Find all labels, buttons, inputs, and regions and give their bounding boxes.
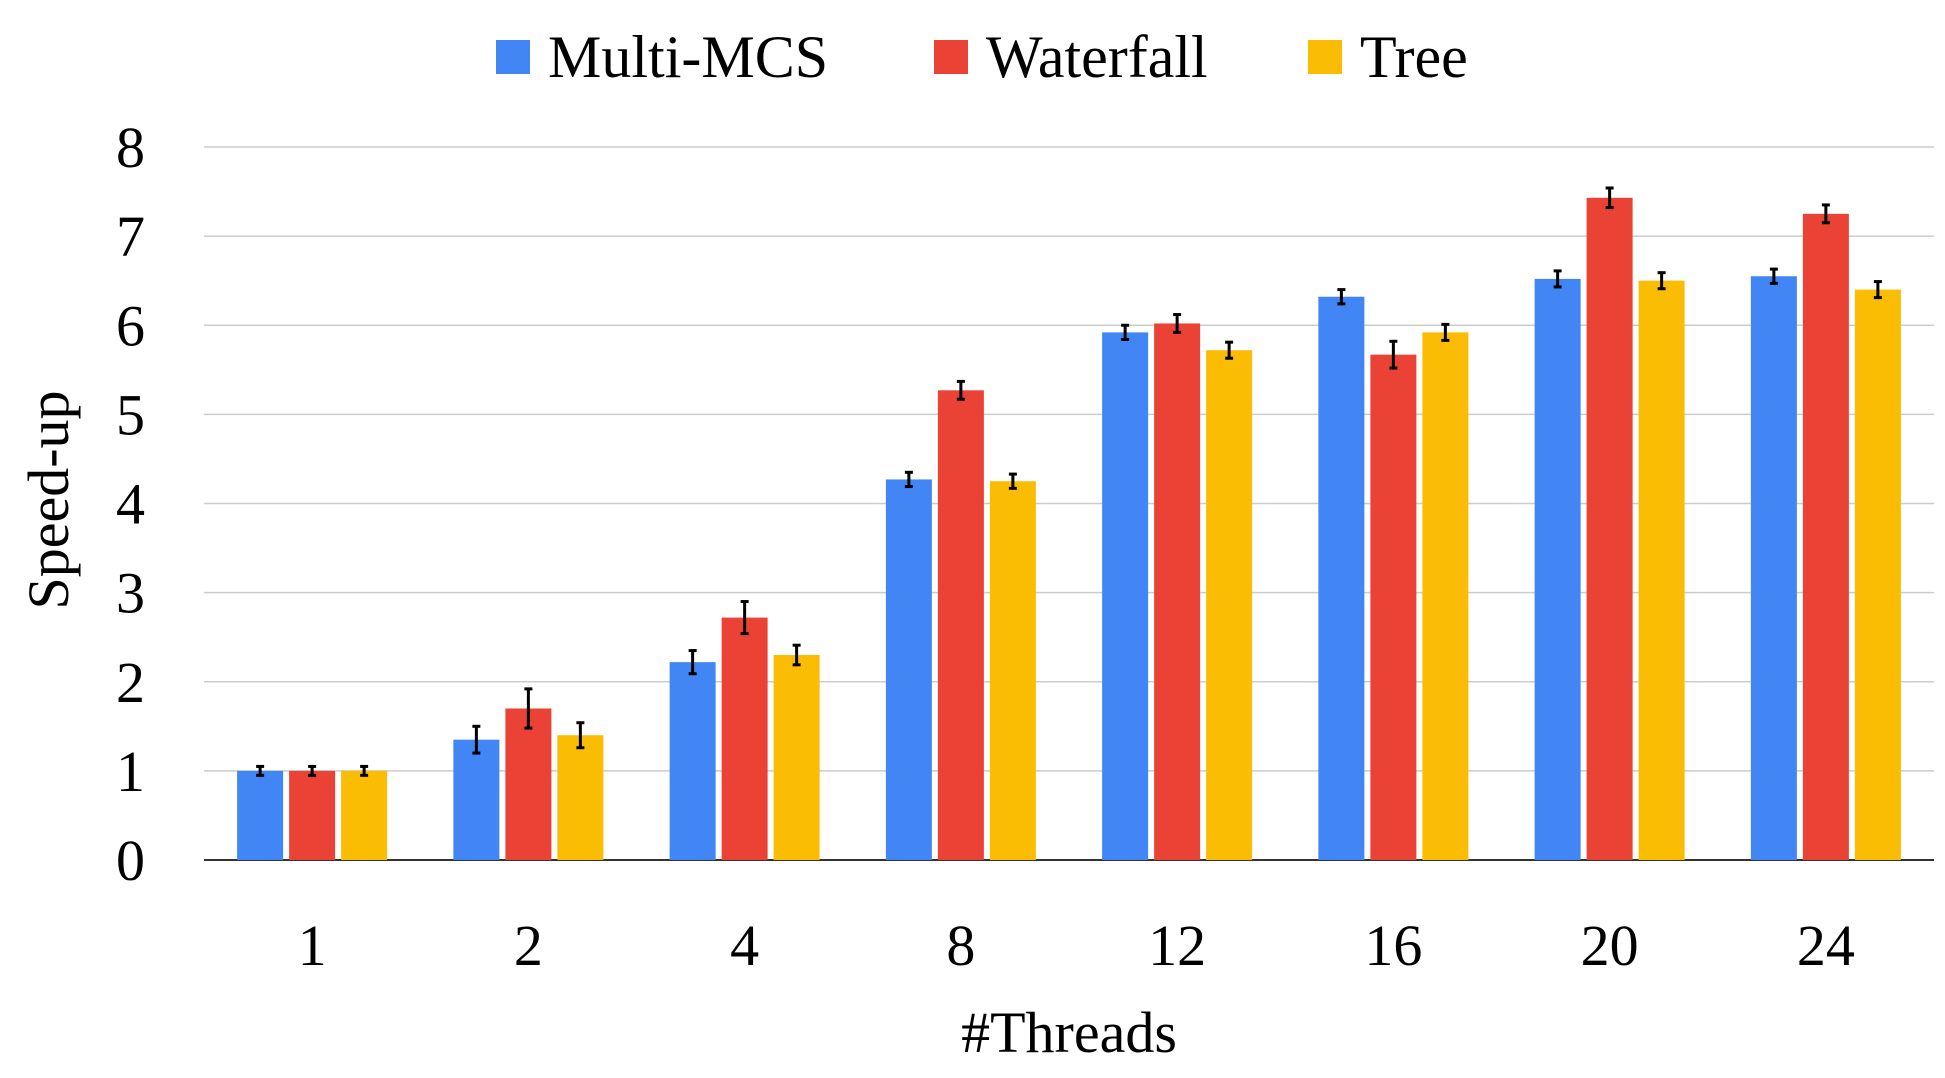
bar-waterfall-16 (1370, 354, 1417, 860)
bar-multi-mcs-2 (453, 739, 500, 860)
y-tick-label: 3 (116, 561, 145, 626)
bar-waterfall-1 (289, 770, 336, 860)
bar-multi-mcs-12 (1102, 332, 1149, 860)
bar-tree-12 (1206, 350, 1253, 860)
error-bar (1553, 269, 1562, 289)
legend-label: Multi-MCS (548, 24, 828, 90)
error-bar (1173, 313, 1182, 334)
y-tick-label: 4 (116, 472, 145, 537)
x-tick-label: 8 (946, 913, 975, 978)
error-bar (1657, 271, 1666, 291)
error-bar (472, 724, 481, 755)
error-bar (740, 600, 749, 636)
error-bar (1121, 323, 1130, 342)
legend-swatch (1308, 40, 1342, 74)
error-bar (1225, 340, 1234, 360)
bar-waterfall-24 (1802, 213, 1849, 860)
error-bar (1821, 203, 1830, 225)
bar-multi-mcs-8 (885, 479, 932, 860)
bar-tree-20 (1638, 280, 1685, 860)
bar-tree-8 (989, 481, 1036, 860)
bar-waterfall-8 (937, 390, 984, 860)
bar-multi-mcs-1 (237, 770, 284, 860)
error-bar (1873, 280, 1882, 300)
x-tick-label: 4 (730, 913, 759, 978)
legend-item: Tree (1308, 24, 1468, 90)
x-tick-label: 24 (1797, 913, 1855, 978)
error-bar (524, 687, 533, 730)
error-bar (1008, 472, 1017, 490)
legend-item: Waterfall (934, 24, 1208, 90)
legend-swatch (934, 40, 968, 74)
bar-tree-1 (341, 770, 388, 860)
bar-tree-24 (1854, 289, 1901, 861)
bar-multi-mcs-4 (669, 662, 716, 860)
bar-multi-mcs-16 (1318, 296, 1365, 861)
y-tick-label: 0 (116, 828, 145, 893)
bar-waterfall-2 (505, 708, 552, 860)
error-bar (904, 470, 913, 489)
bar-tree-16 (1422, 332, 1469, 860)
bar-waterfall-12 (1154, 323, 1201, 860)
y-tick-label: 8 (116, 115, 145, 180)
legend-item: Multi-MCS (496, 24, 828, 90)
error-bar (360, 764, 369, 777)
x-axis-title: #Threads (961, 1000, 1177, 1065)
x-tick-label: 2 (514, 913, 543, 978)
x-axis-ticks: 1 2 4 8 12 16 20 24 (298, 913, 1855, 978)
error-bar (688, 649, 697, 676)
x-tick-label: 1 (298, 913, 327, 978)
error-bar (1441, 322, 1450, 342)
y-axis-ticks: 0 1 2 3 4 5 6 7 8 (116, 115, 145, 893)
error-bar (1389, 339, 1398, 370)
error-bar (1337, 288, 1346, 306)
bar-multi-mcs-24 (1750, 276, 1797, 860)
bar-tree-2 (557, 735, 604, 860)
bar-multi-mcs-20 (1534, 278, 1581, 860)
x-tick-label: 16 (1364, 913, 1422, 978)
y-tick-label: 7 (116, 204, 145, 269)
error-bar (1605, 186, 1614, 210)
error-bar (792, 643, 801, 667)
legend: Multi-MCS Waterfall Tree (496, 24, 1468, 90)
x-tick-label: 20 (1581, 913, 1639, 978)
legend-swatch (496, 40, 530, 74)
y-tick-label: 5 (116, 382, 145, 447)
error-bar (1769, 267, 1778, 285)
x-tick-label: 12 (1148, 913, 1206, 978)
bars (237, 186, 1901, 861)
legend-label: Waterfall (986, 24, 1208, 90)
bar-waterfall-4 (721, 617, 768, 860)
y-tick-label: 6 (116, 293, 145, 358)
y-axis-title: Speed-up (16, 390, 81, 609)
error-bar (256, 764, 265, 777)
y-tick-label: 1 (116, 739, 145, 804)
error-bar (576, 721, 585, 750)
bar-waterfall-20 (1586, 197, 1633, 860)
error-bar (308, 764, 317, 777)
error-bar (956, 379, 965, 401)
legend-label: Tree (1360, 24, 1468, 90)
bar-tree-4 (773, 655, 820, 860)
y-tick-label: 2 (116, 650, 145, 715)
